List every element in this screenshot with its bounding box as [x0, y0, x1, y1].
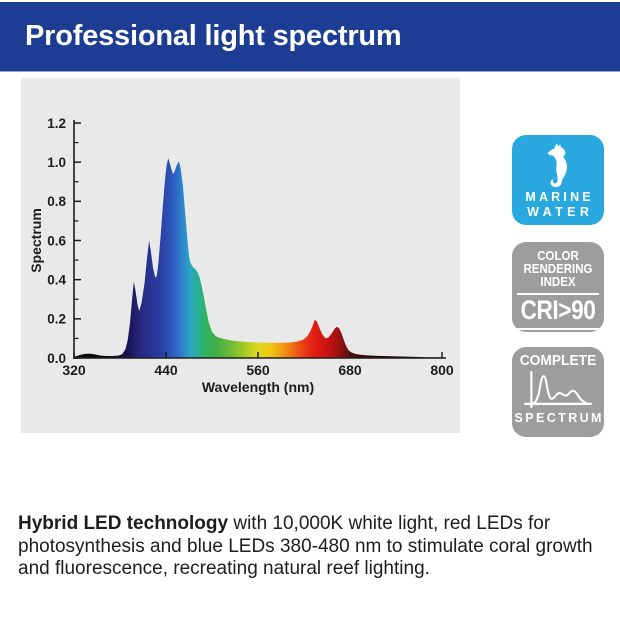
badge-color-rendering-index: COLOR RENDERING INDEX CRI>90	[512, 242, 604, 332]
y-tick-label: 0.2	[47, 312, 66, 327]
badge-complete-spectrum: COMPLETE SPECTRUM	[512, 347, 604, 437]
chart-panel: 0.0 0.2 0.4 0.6 0.8 1.0 1.2 320 440 560 680 800 Wave…	[21, 78, 460, 433]
spectrum-chart: 0.0 0.2 0.4 0.6 0.8 1.0 1.2 320 440 560 680 800 Wave…	[28, 116, 454, 395]
badge-marine-line1: MARINE	[525, 190, 594, 204]
y-tick-label: 0.4	[47, 272, 66, 287]
y-axis-title: Spectrum	[28, 208, 44, 273]
badge-marine-line2: WATER	[527, 205, 594, 219]
x-tick-label: 320	[62, 362, 86, 378]
y-tick-label: 0.0	[47, 351, 66, 366]
description-rest: with 10,000K white light, red LEDs for p…	[18, 513, 593, 579]
badge-spectrum-bottom-label: SPECTRUM	[514, 411, 604, 425]
badge-cri-line3: INDEX	[540, 275, 576, 289]
x-tick-label: 560	[246, 362, 270, 378]
page-title: Professional light spectrum	[25, 20, 402, 52]
y-tick-label: 0.6	[47, 233, 66, 248]
badge-marine-water: MARINE WATER	[512, 135, 604, 225]
x-tick-label: 800	[430, 362, 454, 378]
y-tick-label: 1.0	[47, 155, 66, 170]
badge-cri-rule-bottom	[517, 328, 599, 330]
y-tick-label: 0.8	[47, 194, 66, 209]
spectrum-curve-icon	[524, 370, 592, 409]
y-tick-label: 1.2	[47, 116, 66, 131]
badge-cri-line2: RENDERING	[523, 262, 593, 276]
header-banner: Professional light spectrum	[0, 2, 620, 72]
x-tick-label: 440	[154, 362, 178, 378]
seahorse-icon	[547, 143, 567, 188]
badge-spectrum-top-label: COMPLETE	[519, 353, 597, 369]
description-text: Hybrid LED technology with 10,000K white…	[18, 513, 604, 581]
x-axis-title: Wavelength (nm)	[202, 379, 314, 395]
badge-cri-rule-top	[517, 293, 599, 295]
badge-cri-line1: COLOR	[537, 249, 579, 263]
spectrum-area	[74, 158, 442, 358]
badge-cri-value: CRI>90	[520, 295, 596, 325]
description-bold: Hybrid LED technology	[18, 513, 229, 534]
x-tick-label: 680	[338, 362, 362, 378]
